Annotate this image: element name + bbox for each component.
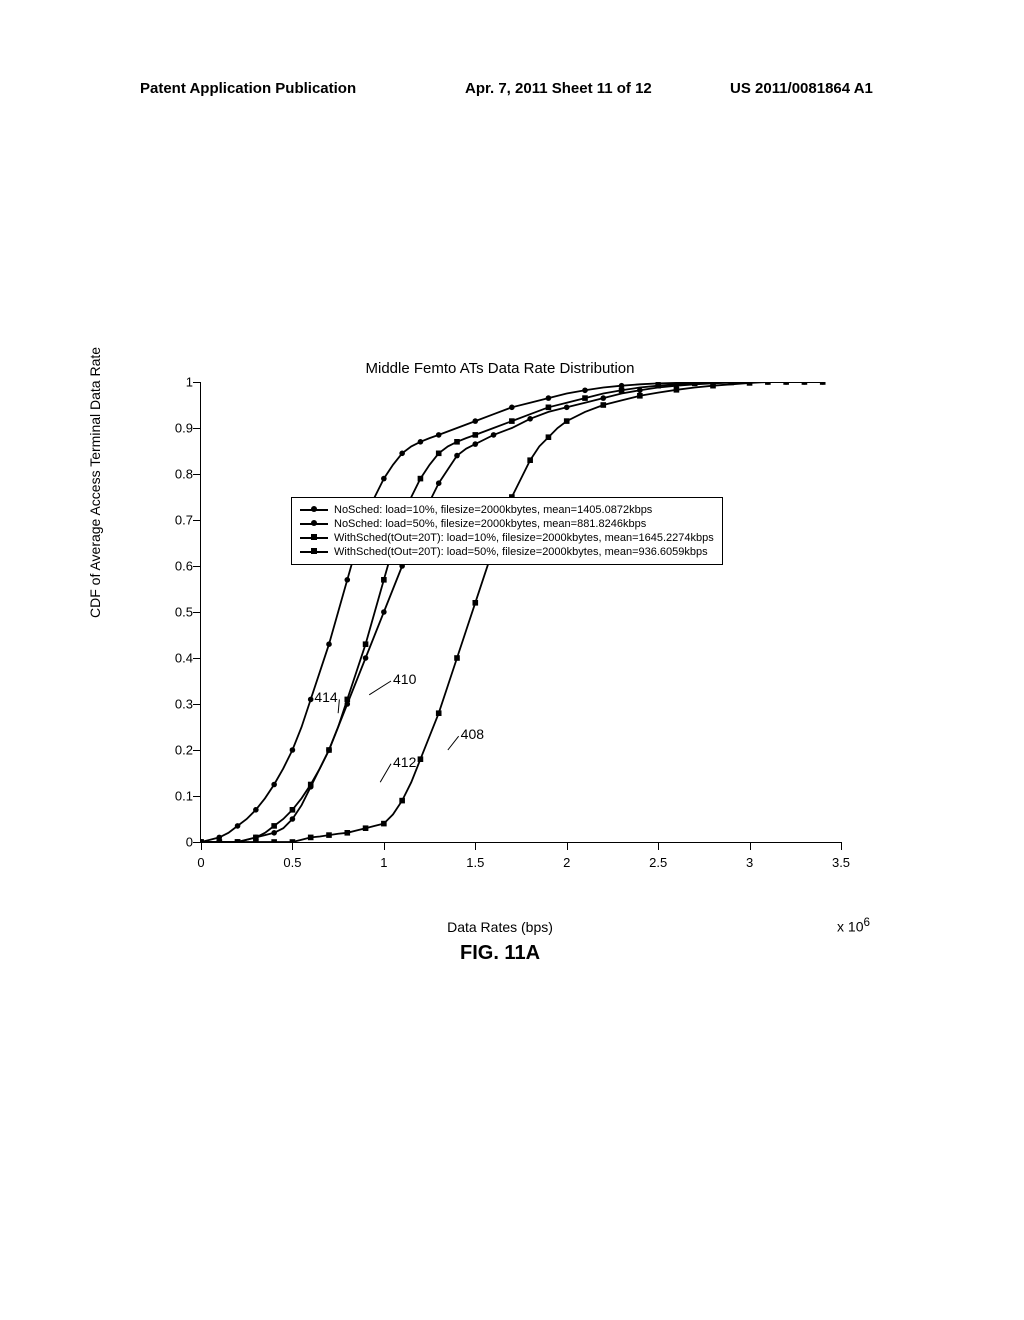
legend-label: NoSched: load=50%, filesize=2000kbytes, … <box>334 518 646 530</box>
y-tick-label: 0 <box>163 835 193 850</box>
y-tick-label: 0.3 <box>163 697 193 712</box>
chart-title: Middle Femto ATs Data Rate Distribution <box>140 360 860 377</box>
x-tick-label: 0.5 <box>283 855 301 870</box>
x-axis-label: Data Rates (bps) <box>447 919 553 935</box>
y-tick-label: 0.7 <box>163 513 193 528</box>
header-patent-number: US 2011/0081864 A1 <box>730 80 873 97</box>
x-axis-multiplier: x 106 <box>837 916 870 935</box>
y-tick-label: 0.5 <box>163 605 193 620</box>
y-tick-label: 1 <box>163 375 193 390</box>
legend-item: NoSched: load=50%, filesize=2000kbytes, … <box>300 518 714 530</box>
legend-item: WithSched(tOut=20T): load=10%, filesize=… <box>300 532 714 544</box>
plot-area: NoSched: load=10%, filesize=2000kbytes, … <box>200 382 841 843</box>
x-tick-label: 2.5 <box>649 855 667 870</box>
x-tick-label: 1.5 <box>466 855 484 870</box>
legend-label: WithSched(tOut=20T): load=10%, filesize=… <box>334 532 714 544</box>
legend-label: WithSched(tOut=20T): load=50%, filesize=… <box>334 546 708 558</box>
header-publication: Patent Application Publication <box>140 80 356 97</box>
legend-label: NoSched: load=10%, filesize=2000kbytes, … <box>334 504 652 516</box>
y-tick-label: 0.2 <box>163 743 193 758</box>
x-tick-label: 1 <box>380 855 387 870</box>
y-tick-label: 0.9 <box>163 421 193 436</box>
annotation-414: 414 <box>314 689 337 705</box>
x-mult-exp: 6 <box>864 916 870 929</box>
legend-item: NoSched: load=10%, filesize=2000kbytes, … <box>300 504 714 516</box>
x-tick-label: 3 <box>746 855 753 870</box>
x-tick-label: 2 <box>563 855 570 870</box>
x-mult-text: x 10 <box>837 919 863 935</box>
figure-label: FIG. 11A <box>460 942 540 965</box>
annotation-412: 412 <box>393 754 416 770</box>
y-tick-label: 0.4 <box>163 651 193 666</box>
chart-container: Middle Femto ATs Data Rate Distribution … <box>140 360 860 880</box>
legend-item: WithSched(tOut=20T): load=50%, filesize=… <box>300 546 714 558</box>
y-tick-label: 0.8 <box>163 467 193 482</box>
y-tick-label: 0.6 <box>163 559 193 574</box>
annotation-408: 408 <box>461 726 484 742</box>
annotation-410: 410 <box>393 671 416 687</box>
y-axis-label: CDF of Average Access Terminal Data Rate <box>87 347 103 618</box>
x-tick-label: 0 <box>197 855 204 870</box>
chart-legend: NoSched: load=10%, filesize=2000kbytes, … <box>291 497 723 565</box>
chart-curves <box>201 382 841 842</box>
y-tick-label: 0.1 <box>163 789 193 804</box>
x-tick-label: 3.5 <box>832 855 850 870</box>
header-date-sheet: Apr. 7, 2011 Sheet 11 of 12 <box>465 80 652 97</box>
